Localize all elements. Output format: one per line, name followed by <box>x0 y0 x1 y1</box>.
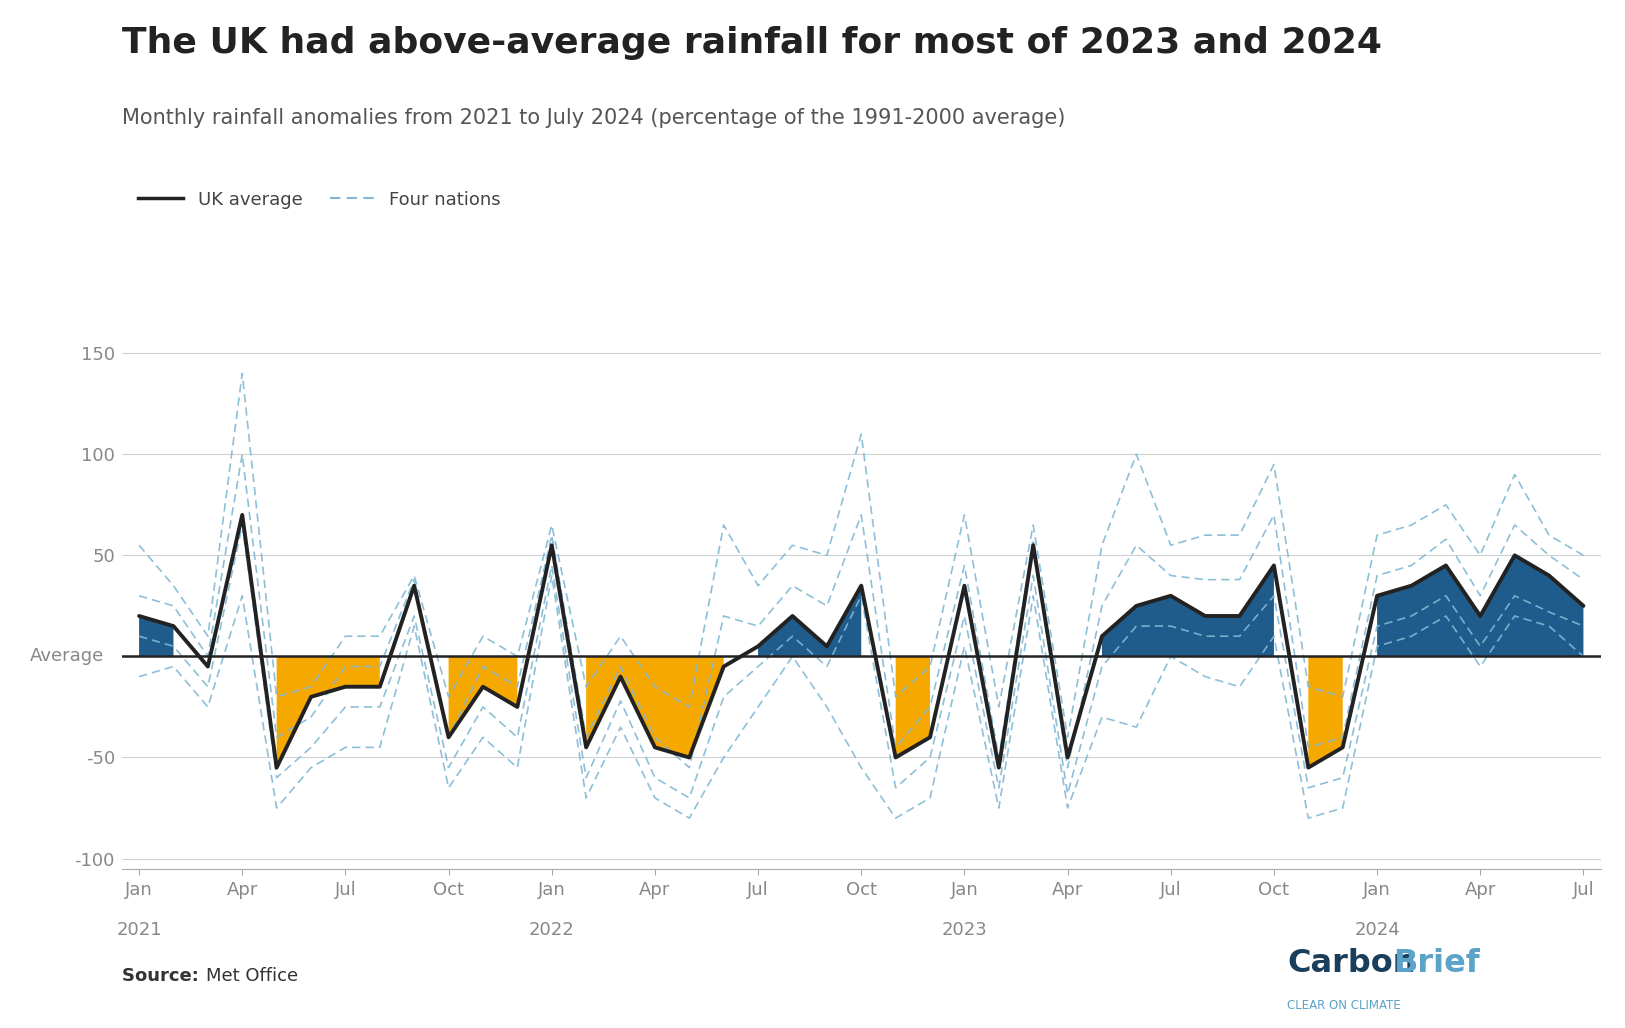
Text: 2022: 2022 <box>528 921 575 940</box>
Text: Met Office: Met Office <box>206 966 299 985</box>
Text: Brief: Brief <box>1393 948 1479 979</box>
Legend: UK average, Four nations: UK average, Four nations <box>132 184 509 216</box>
Text: Carbon: Carbon <box>1287 948 1415 979</box>
Text: The UK had above-average rainfall for most of 2023 and 2024: The UK had above-average rainfall for mo… <box>122 26 1381 60</box>
Text: Monthly rainfall anomalies from 2021 to July 2024 (percentage of the 1991-2000 a: Monthly rainfall anomalies from 2021 to … <box>122 108 1066 127</box>
Text: 2023: 2023 <box>941 921 988 940</box>
Text: Source:: Source: <box>122 966 205 985</box>
Text: 2021: 2021 <box>117 921 162 940</box>
Text: 2024: 2024 <box>1354 921 1401 940</box>
Text: Average: Average <box>29 648 104 665</box>
Text: CLEAR ON CLIMATE: CLEAR ON CLIMATE <box>1287 998 1401 1012</box>
